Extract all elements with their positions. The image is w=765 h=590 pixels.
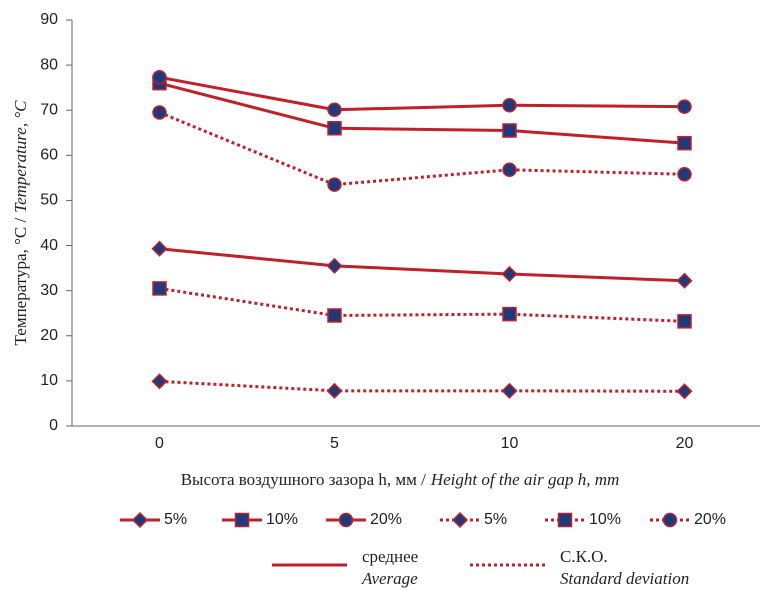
- marker: [502, 98, 517, 113]
- marker: [676, 272, 693, 289]
- y-tick-label: 40: [40, 237, 58, 254]
- x-tick-label: 20: [676, 435, 694, 452]
- y-tick-label: 90: [40, 11, 58, 28]
- marker: [152, 70, 167, 85]
- y-tick-label: 20: [40, 327, 58, 344]
- legend-label: 5%: [484, 511, 507, 528]
- marker: [152, 105, 167, 120]
- style-legend-label: среднее: [362, 547, 418, 566]
- marker: [451, 511, 469, 529]
- legend-label: 10%: [589, 511, 621, 528]
- marker: [662, 512, 678, 528]
- marker: [502, 162, 517, 178]
- series-line: [159, 286, 685, 323]
- y-label-ru: Температура, °C /: [11, 218, 30, 346]
- marker: [234, 512, 250, 528]
- y-tick-label: 0: [49, 417, 58, 434]
- marker: [152, 281, 167, 296]
- y-tick-label: 30: [40, 282, 58, 299]
- marker: [677, 135, 692, 151]
- marker: [676, 383, 693, 400]
- x-label-en: Height of the air gap h, mm: [430, 470, 619, 489]
- marker: [501, 265, 518, 283]
- marker: [327, 102, 342, 118]
- marker: [501, 382, 518, 399]
- x-axis-label: Высота воздушного зазора h, мм / Height o…: [181, 470, 620, 489]
- marker: [131, 511, 149, 529]
- marker: [151, 373, 168, 390]
- legend-label: 20%: [694, 511, 726, 528]
- style-legend-label-en: Average: [361, 569, 418, 588]
- marker: [677, 167, 692, 182]
- series-line: [159, 75, 685, 112]
- marker: [327, 308, 342, 323]
- marker: [677, 314, 692, 329]
- x-tick-label: 10: [501, 435, 519, 452]
- legend-label: 20%: [370, 511, 402, 528]
- marker: [502, 306, 517, 322]
- marker: [557, 512, 573, 528]
- y-label-en: Temperature, °C: [11, 100, 30, 213]
- legend-label: 10%: [266, 511, 298, 528]
- y-tick-label: 70: [40, 101, 58, 118]
- y-tick-label: 60: [40, 147, 58, 164]
- y-axis-label: Температура, °C / Temperature, °C: [11, 100, 30, 346]
- x-tick-label: 5: [330, 435, 339, 452]
- marker: [502, 123, 517, 138]
- y-tick-label: 80: [40, 56, 58, 73]
- marker: [326, 257, 343, 274]
- series-line: [159, 379, 685, 393]
- y-tick-label: 50: [40, 192, 58, 209]
- marker: [327, 177, 342, 192]
- style-legend-label-en: Standard deviation: [560, 569, 689, 588]
- style-legend-label: С.К.О.: [560, 547, 608, 566]
- series-line: [158, 111, 685, 187]
- x-tick-label: 0: [155, 435, 164, 452]
- x-label-ru: Высота воздушного зазора h, мм /: [181, 470, 426, 489]
- series-line: [159, 81, 685, 145]
- marker: [338, 512, 354, 528]
- series-line: [159, 247, 685, 283]
- marker: [677, 99, 692, 114]
- marker: [151, 240, 168, 257]
- legend-label: 5%: [164, 511, 187, 528]
- marker: [326, 382, 343, 399]
- y-tick-label: 10: [40, 372, 58, 389]
- marker: [327, 121, 342, 136]
